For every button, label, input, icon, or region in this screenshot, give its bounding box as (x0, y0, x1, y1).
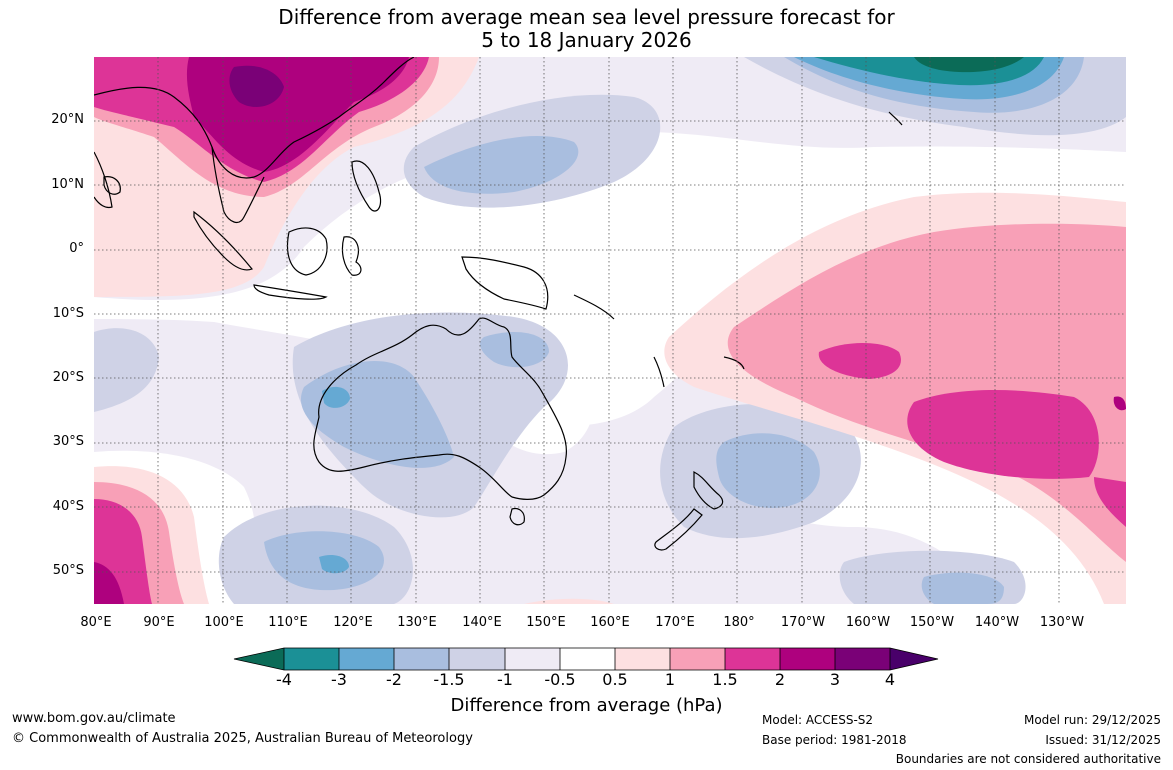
colorbar-swatch-minus1-minus0.5 (505, 648, 560, 670)
coast-asia-mainland (94, 57, 415, 179)
contour-aus-neg-1.5b (480, 332, 549, 368)
colorbar (232, 646, 940, 672)
colorbar-swatch-minus3-minus2 (339, 648, 394, 670)
lat-label-20s: 20°S (52, 370, 84, 385)
anomaly-contours (94, 57, 1126, 604)
contour-sp-1.5b (907, 390, 1099, 479)
contour-se-neg-1.5 (921, 572, 1004, 604)
colorbar-tick-minus2: -2 (386, 670, 402, 689)
map-title-line1: Difference from average mean sea level p… (278, 5, 895, 29)
lon-label-170w: 170°W (780, 615, 826, 630)
colorbar-tick-1-5: 1.5 (712, 670, 738, 689)
lat-label-50s: 50°S (52, 563, 84, 578)
coast-india (94, 151, 113, 209)
colorbar-tick-3: 3 (829, 670, 841, 689)
coast-sumatra (193, 210, 253, 271)
contour-aus-neg-2 (322, 386, 350, 408)
lon-label-110e: 110°E (268, 615, 308, 630)
colorbar-tick-0-5: 0.5 (602, 670, 628, 689)
lon-label-160e: 160°E (590, 615, 630, 630)
contour-neutral-band (94, 130, 1126, 426)
lon-label-150w: 150°W (909, 615, 955, 630)
coast-solomon (573, 294, 615, 320)
footer-issued: Issued: 31/12/2025 (1045, 733, 1161, 747)
footer-copyright: © Commonwealth of Australia 2025, Austra… (12, 731, 473, 746)
colorbar-tick-minus0-5: -0.5 (544, 670, 576, 689)
lat-label-0: 0° (69, 241, 84, 256)
contour-south-0.5 (524, 598, 614, 604)
map-title-line2: 5 to 18 January 2026 (481, 28, 692, 52)
footer-url[interactable]: www.bom.gov.au/climate (12, 711, 176, 726)
contour-so-neg-2 (319, 555, 349, 574)
contour-swio-2 (94, 562, 124, 604)
contour-tasman-neg-1.5 (716, 433, 820, 508)
colorbar-tick-minus1-5: -1.5 (433, 670, 465, 689)
coast-borneo (286, 227, 328, 276)
footer-model: Model: ACCESS-S2 (762, 713, 874, 727)
lon-label-90e: 90°E (143, 615, 175, 630)
coast-hawaii (888, 111, 903, 126)
graticule (94, 57, 1126, 604)
footer-model-run: Model run: 29/12/2025 (1023, 713, 1161, 727)
lon-label-170e: 170°E (655, 615, 695, 630)
coast-philippines (351, 160, 382, 212)
lon-label-140w: 140°W (974, 615, 1020, 630)
colorbar-tick-4: 4 (884, 670, 896, 689)
lat-label-40s: 40°S (52, 499, 84, 514)
contour-sp-1.5a (818, 343, 901, 379)
lon-label-160w: 160°W (845, 615, 891, 630)
colorbar-swatch-1.5-2 (725, 648, 780, 670)
contour-asia-3 (229, 65, 284, 107)
coast-sri-lanka (103, 176, 121, 195)
colorbar-swatch-0.5-1 (615, 648, 670, 670)
footer-base-period: Base period: 1981-2018 (762, 733, 907, 747)
colorbar-label: Difference from average (hPa) (450, 695, 723, 716)
coast-new-zealand-south (654, 508, 703, 551)
coast-new-guinea (461, 256, 549, 310)
colorbar-tick-2: 2 (774, 670, 786, 689)
colorbar-tick-1: 1 (664, 670, 676, 689)
colorbar-swatch-3-4 (835, 648, 890, 670)
contour-io-neg-1 (94, 328, 159, 412)
lat-label-30s: 30°S (52, 434, 84, 449)
lon-label-100e: 100°E (204, 615, 244, 630)
lat-label-20n: 20°N (51, 112, 84, 127)
coast-java (253, 284, 328, 300)
footer-disclaimer: Boundaries are not considered authoritat… (895, 752, 1161, 766)
colorbar-tick-minus1: -1 (497, 670, 513, 689)
colorbar-swatch-minus2-minus1.5 (394, 648, 449, 670)
lon-label-150e: 150°E (526, 615, 566, 630)
colorbar-tick-minus4: -4 (276, 670, 292, 689)
lon-label-130w: 130°W (1039, 615, 1085, 630)
lon-label-120e: 120°E (333, 615, 373, 630)
coast-sulawesi (341, 236, 362, 276)
lat-label-10s: 10°S (52, 306, 84, 321)
lon-label-140e: 140°E (462, 615, 502, 630)
coast-australia (313, 317, 568, 500)
contour-sp-2 (1113, 396, 1126, 411)
colorbar-swatch-minus4-minus3 (284, 648, 339, 670)
coast-indochina (211, 146, 265, 224)
lon-label-80e: 80°E (80, 615, 112, 630)
coast-tasmania (509, 507, 525, 526)
colorbar-swatch-2-3 (780, 648, 835, 670)
contour-np-neg-1.5 (424, 136, 579, 194)
colorbar-swatch-minus0.5-0.5 (560, 648, 615, 670)
colorbar-swatch-minus1.5-minus1 (449, 648, 505, 670)
colorbar-swatch-1-1.5 (670, 648, 725, 670)
lon-label-180: 180° (723, 615, 755, 630)
coast-new-zealand-north (693, 471, 724, 510)
pressure-anomaly-map (94, 57, 1126, 604)
colorbar-swatch-gt-4 (890, 648, 938, 670)
colorbar-swatch-lt-minus4 (234, 648, 284, 670)
lat-label-10n: 10°N (51, 177, 84, 192)
lon-label-130e: 130°E (397, 615, 437, 630)
coastlines (94, 57, 903, 551)
contour-sp-1.5c (1094, 477, 1126, 527)
contour-npac-neg-4 (914, 57, 1024, 73)
colorbar-tick-minus3: -3 (331, 670, 347, 689)
